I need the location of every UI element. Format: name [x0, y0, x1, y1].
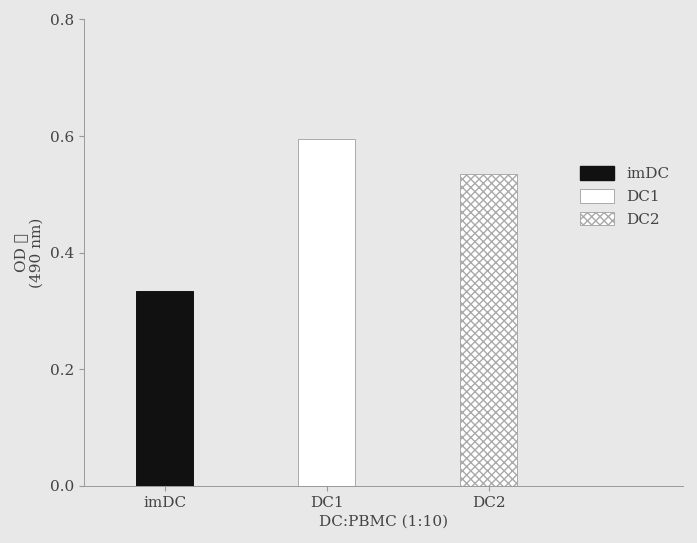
Y-axis label: OD 值
(490 nm): OD 值 (490 nm) [14, 217, 44, 288]
Bar [298, 139, 355, 486]
Bar [460, 174, 517, 486]
X-axis label: DC:PBMC (1:10): DC:PBMC (1:10) [319, 515, 448, 529]
Legend: imDC, DC1, DC2: imDC, DC1, DC2 [574, 160, 675, 233]
Bar [137, 291, 193, 486]
